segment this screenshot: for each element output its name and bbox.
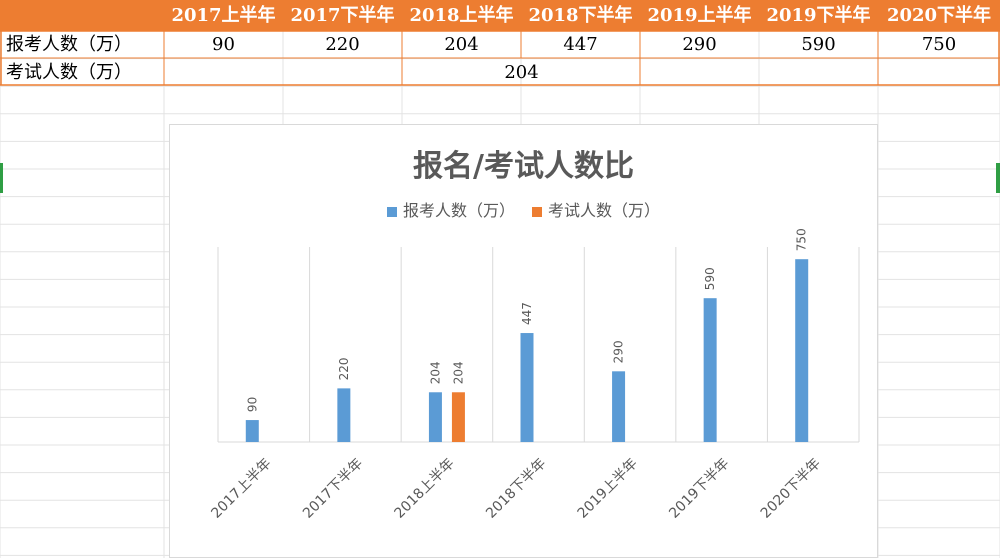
legend-swatch-orange [532,206,543,217]
table-cell[interactable]: 204 [504,62,539,83]
header-cell[interactable]: 2017下半年 [290,5,395,26]
chart-bar[interactable] [795,259,809,442]
header-cell[interactable]: 2019上半年 [647,5,752,26]
table-cell[interactable]: 290 [682,34,717,55]
table-cell[interactable]: 90 [212,34,235,55]
legend-item: 考试人数（万） [532,197,660,221]
row-label-examinees[interactable]: 考试人数（万） [6,62,132,83]
category-label: 2018上半年 [392,456,458,522]
category-label: 2018下半年 [483,456,549,522]
chart-legend: 报考人数（万） 考试人数（万） [170,197,877,221]
data-label: 590 [703,267,717,290]
table-cell[interactable]: 590 [801,34,836,55]
chart-bar[interactable] [703,298,717,442]
data-label: 220 [337,357,351,380]
chart-bar[interactable] [612,371,626,442]
table-cell[interactable]: 220 [325,34,360,55]
data-label: 204 [451,361,465,384]
header-row: 2017上半年 2017下半年 2018上半年 2018下半年 2019上半年 … [0,0,1000,31]
data-label: 290 [612,340,626,363]
header-cell[interactable]: 2017上半年 [171,5,276,26]
category-label: 2019上半年 [575,456,641,522]
data-label: 750 [795,228,809,251]
legend-label: 考试人数（万） [548,201,661,220]
data-label: 204 [428,361,442,384]
header-cell[interactable]: 2018下半年 [528,5,633,26]
category-label: 2017下半年 [300,456,366,522]
legend-swatch-blue [386,206,397,217]
row-label-registrants[interactable]: 报考人数（万） [6,34,132,55]
category-label: 2019下半年 [666,456,732,522]
chart-bar[interactable] [428,392,442,442]
selection-handle-left [0,163,3,193]
chart-bar[interactable] [337,388,351,442]
chart-plot: 90 2017上半年 220 2017下半年 204 204 2018上半年 447 2018下… [208,228,860,522]
header-cell[interactable]: 2020下半年 [886,5,992,26]
chart-bar[interactable] [520,333,534,442]
chart-container[interactable]: 报名/考试人数比 报考人数（万） 考试人数（万） 90 2017上半年 220 201… [169,124,878,558]
selection-handle-right[interactable] [996,163,1000,193]
legend-label: 报考人数（万） [402,201,515,220]
table-cell[interactable]: 750 [921,34,957,55]
category-label: 2017上半年 [208,456,274,522]
chart-bar[interactable] [451,392,465,442]
data-label: 90 [245,397,259,412]
data-label: 447 [520,302,534,325]
header-cell[interactable]: 2019下半年 [766,5,871,26]
chart-title: 报名/考试人数比 [413,149,634,184]
legend-item: 报考人数（万） [386,197,515,221]
chart-bar[interactable] [245,420,259,442]
category-label: 2020下半年 [758,456,824,522]
header-cell[interactable]: 2018上半年 [409,5,514,26]
table-cell[interactable]: 447 [563,34,598,55]
table-cell[interactable]: 204 [444,34,479,55]
